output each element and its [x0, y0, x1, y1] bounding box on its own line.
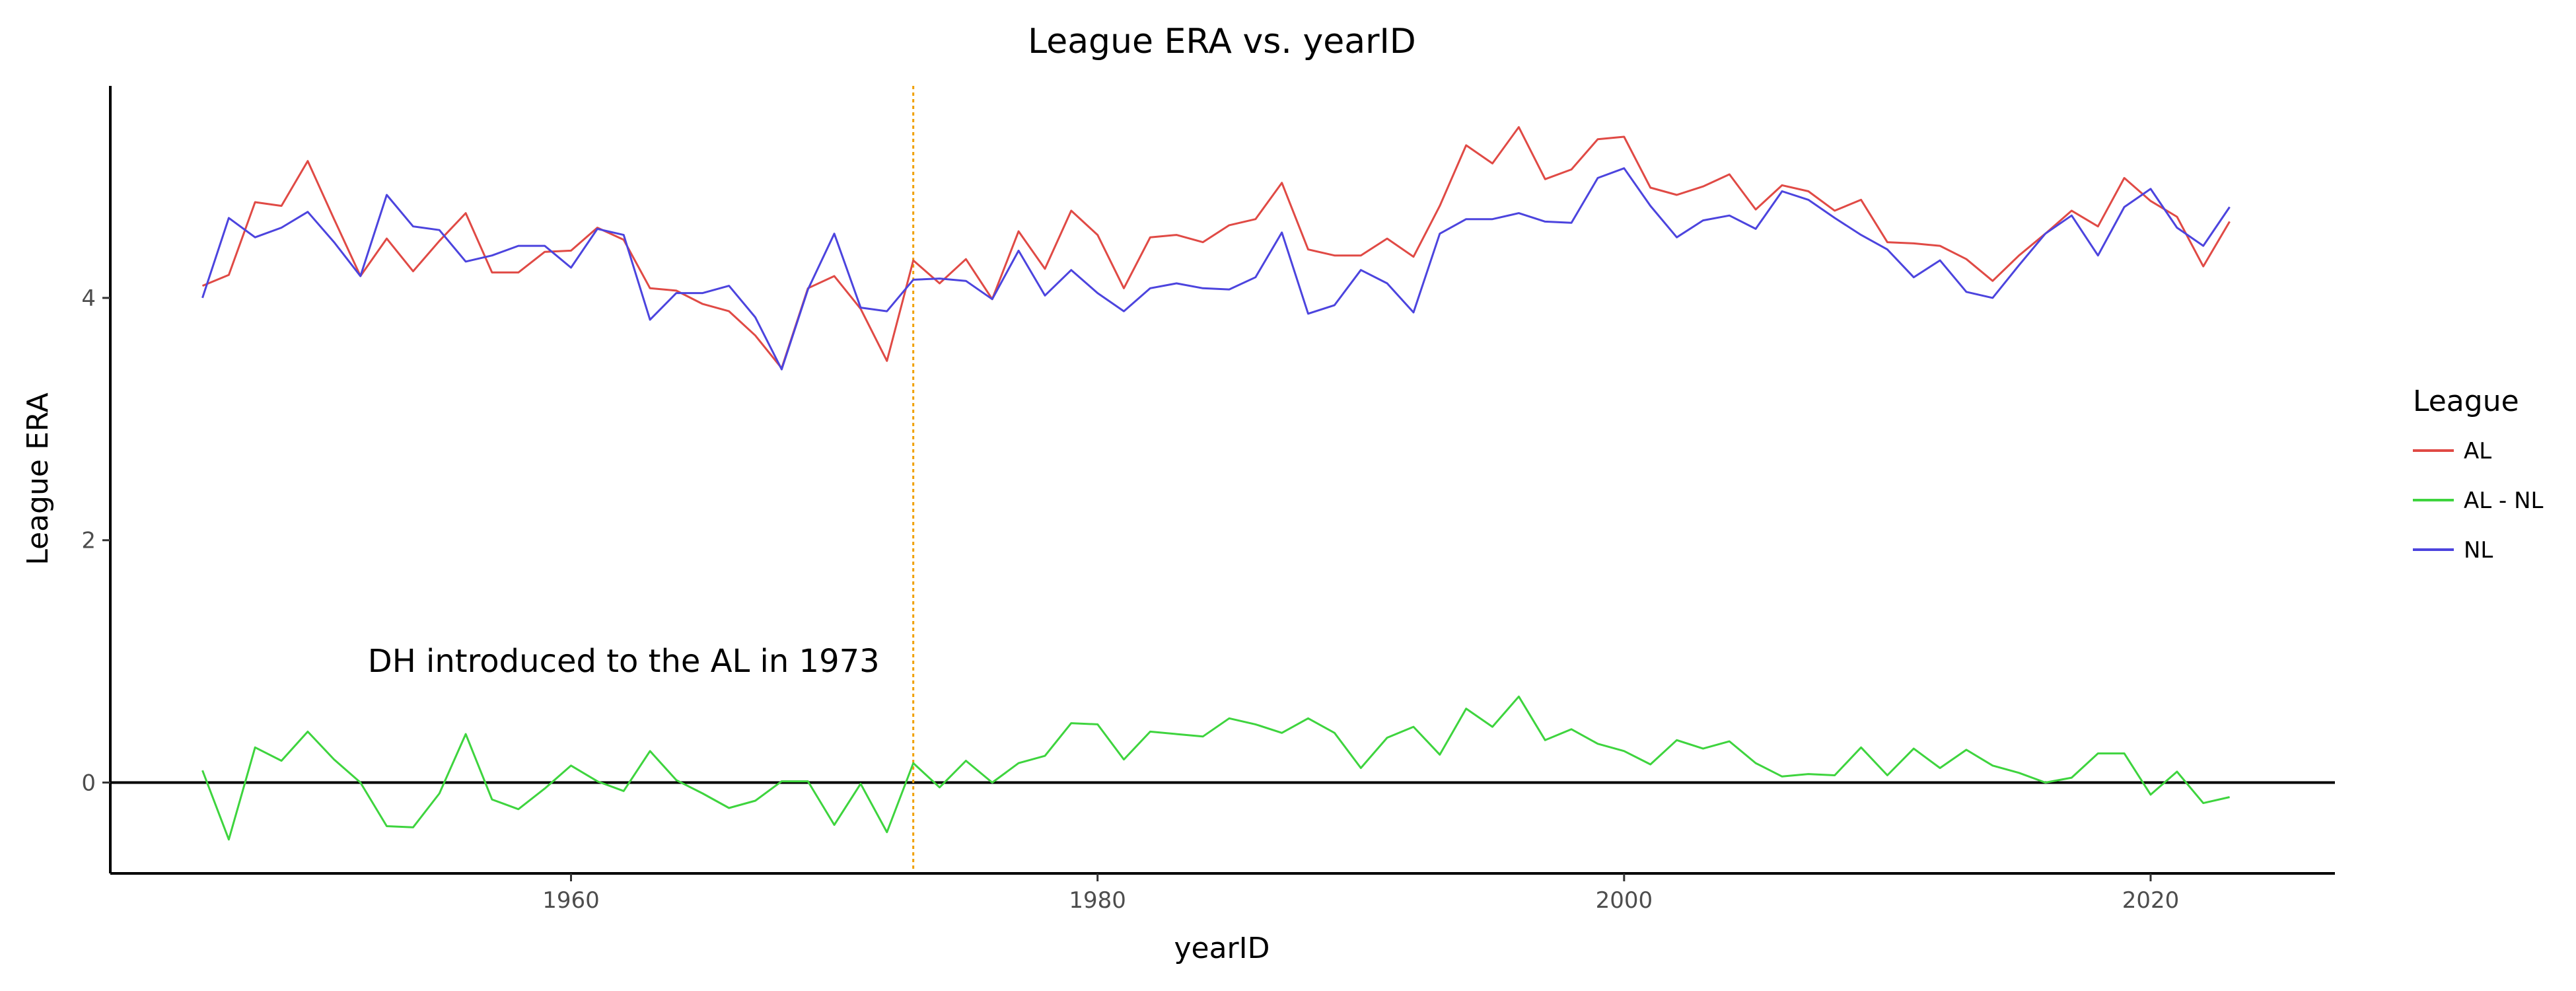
series-line-al	[201, 126, 2231, 369]
series-group	[201, 126, 2231, 841]
dh-annotation: DH introduced to the AL in 1973	[368, 643, 880, 680]
legend-label-al: AL	[2464, 438, 2491, 464]
plot-area: 1960 1980 2000 2020 0 2 4 DH introduced to th…	[81, 86, 2335, 914]
series-line-nl	[201, 167, 2231, 371]
legend-title: League	[2413, 385, 2519, 418]
x-tick-label: 2020	[2122, 887, 2180, 914]
legend-label-nl: NL	[2464, 537, 2493, 564]
y-axis-ticks: 0 2 4	[81, 285, 110, 796]
x-tick-label: 1980	[1069, 887, 1126, 914]
y-tick-label: 4	[81, 285, 96, 312]
y-axis-title: League ERA	[21, 392, 55, 565]
y-tick-label: 2	[81, 528, 96, 554]
series-line-al-nl	[201, 695, 2230, 841]
legend: League AL AL - NL NL	[2413, 385, 2544, 564]
y-tick-label: 0	[81, 770, 96, 796]
x-tick-label: 1960	[542, 887, 600, 914]
x-axis-ticks: 1960 1980 2000 2020	[542, 873, 2179, 914]
x-tick-label: 2000	[1596, 887, 1653, 914]
legend-label-al-nl: AL - NL	[2464, 488, 2544, 514]
chart-title: League ERA vs. yearID	[1028, 22, 1416, 61]
x-axis-title: yearID	[1174, 932, 1270, 965]
